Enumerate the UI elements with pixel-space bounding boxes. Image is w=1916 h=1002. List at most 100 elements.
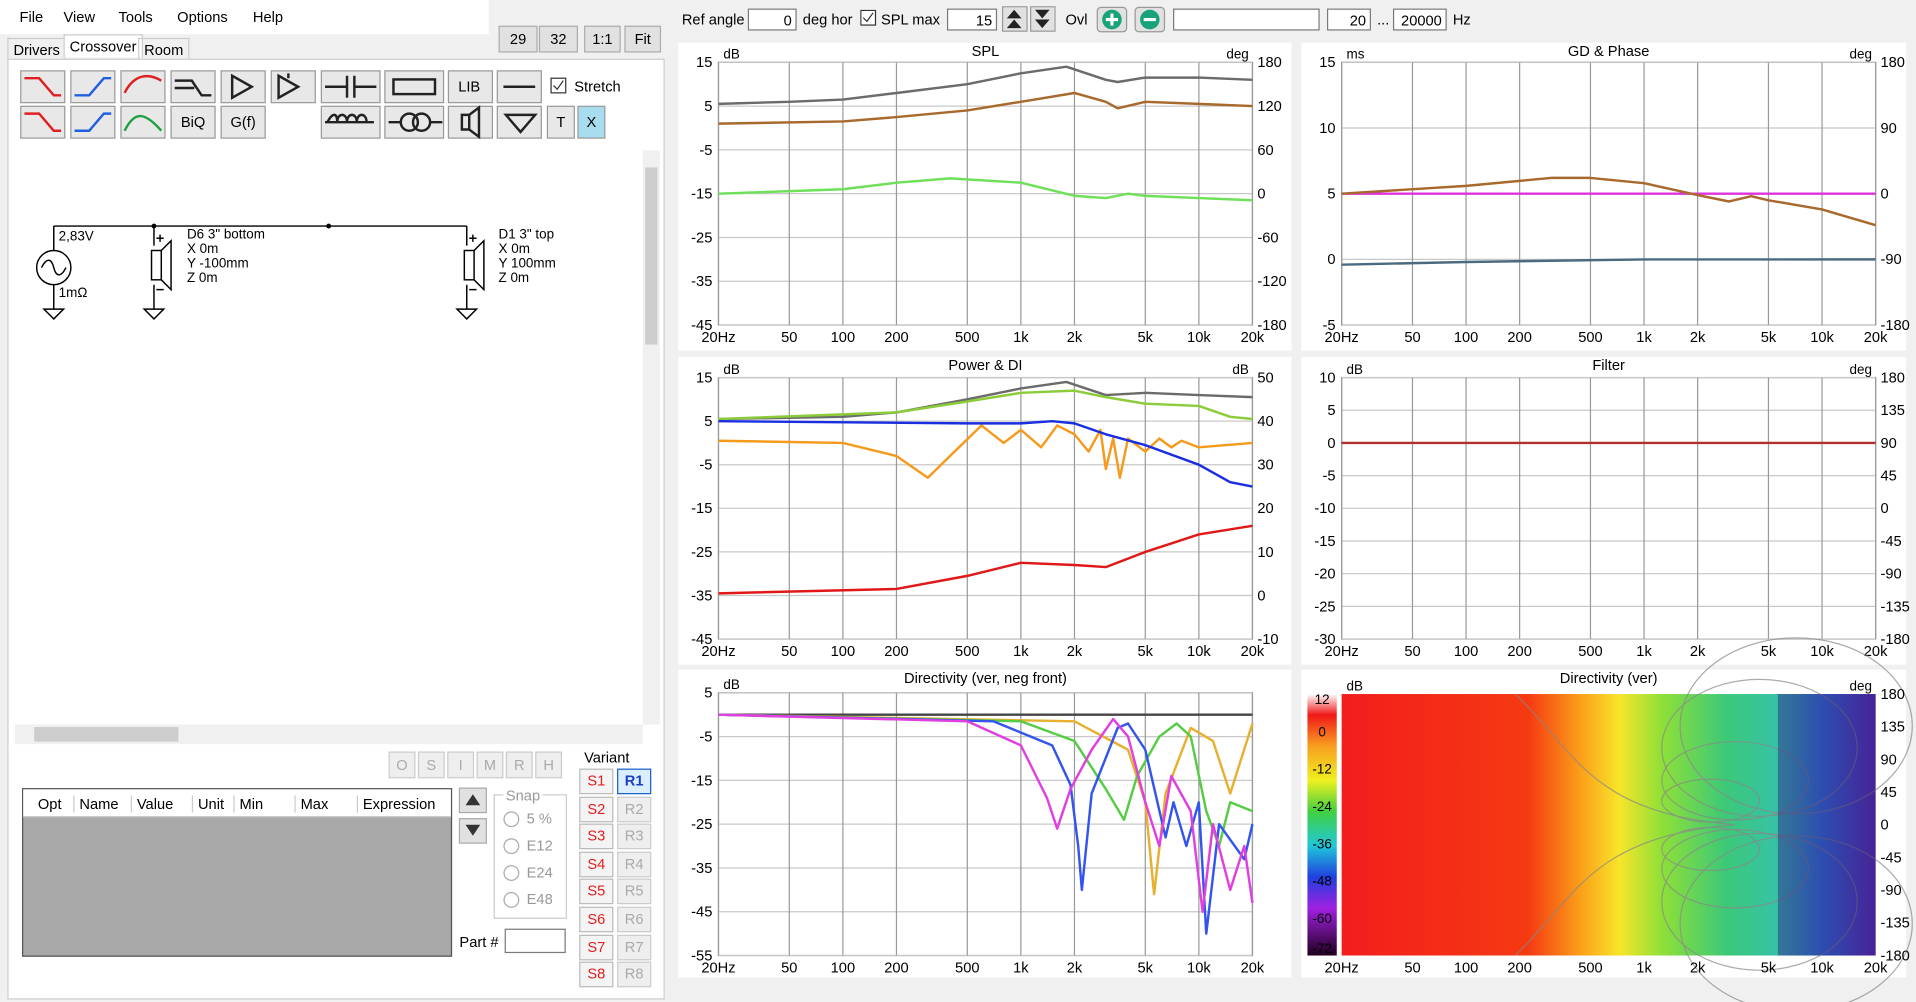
- table-header-cell[interactable]: Unit: [191, 795, 224, 813]
- variant-r[interactable]: R6: [617, 906, 652, 933]
- y-tick-label: -15: [691, 187, 712, 203]
- move-buttons[interactable]: [458, 787, 487, 846]
- radio[interactable]: [503, 865, 520, 881]
- opt-button[interactable]: M: [476, 751, 504, 779]
- menu-item[interactable]: Options: [177, 8, 228, 26]
- driver-name: D6 3" bottom: [187, 226, 265, 241]
- toolbar-label[interactable]: T: [556, 115, 565, 131]
- variant-s[interactable]: S4: [579, 851, 614, 878]
- x-tick-label: 2k: [1690, 644, 1706, 660]
- opt-button[interactable]: I: [447, 751, 475, 779]
- x-tick-label: 500: [955, 644, 979, 660]
- y-tick-label: -55: [691, 948, 712, 964]
- variant-s[interactable]: S7: [579, 934, 614, 960]
- h-scrollbar[interactable]: [14, 724, 643, 745]
- radio[interactable]: [503, 811, 520, 828]
- curve: [1341, 176, 1876, 227]
- x-tick-label: 500: [1578, 644, 1602, 660]
- y-tick-label: -15: [1314, 534, 1335, 550]
- opt-button[interactable]: O: [388, 751, 416, 779]
- x-tick-label: 500: [955, 961, 979, 977]
- variant-s[interactable]: S8: [579, 961, 614, 988]
- x-tick-label: 5k: [1761, 644, 1777, 660]
- f-min-input[interactable]: 20: [1326, 8, 1371, 31]
- y-tick-label: -35: [691, 274, 712, 290]
- chart-title: SPL: [972, 44, 1000, 60]
- table-header-cell[interactable]: Opt: [37, 795, 62, 813]
- toolbar-label[interactable]: BiQ: [181, 115, 205, 131]
- x-tick-label: 5k: [1761, 961, 1777, 977]
- snap-option[interactable]: 5 %: [526, 810, 552, 828]
- menu-item[interactable]: File: [19, 8, 44, 26]
- variant-r[interactable]: R1: [617, 768, 652, 795]
- variant-s[interactable]: S5: [579, 879, 614, 905]
- table-header-cell[interactable]: Max: [294, 795, 328, 813]
- y-axis-label: dB: [723, 362, 739, 377]
- zoom-button[interactable]: 32: [538, 25, 578, 53]
- heatmap: [1341, 694, 1876, 956]
- y-tick-label: -25: [691, 230, 712, 246]
- v-scrollbar[interactable]: [642, 150, 660, 725]
- overlay-input[interactable]: [1173, 8, 1320, 31]
- menu-item[interactable]: Help: [252, 8, 284, 26]
- zoom-button[interactable]: 29: [498, 25, 538, 53]
- table-header-cell[interactable]: Value: [130, 795, 173, 813]
- driver-y: Y 100mm: [499, 256, 556, 271]
- variant-r[interactable]: R2: [617, 796, 652, 822]
- y2-tick-label: 0: [1257, 187, 1265, 203]
- x-tick-label: 10k: [1810, 961, 1834, 977]
- toolbar-label[interactable]: LIB: [458, 80, 480, 96]
- variant-s[interactable]: S6: [579, 906, 614, 933]
- y-tick-label: -5: [699, 143, 712, 159]
- ref-angle-input[interactable]: 0: [747, 8, 797, 31]
- variant-r[interactable]: R3: [617, 823, 652, 850]
- x-tick-label: 20Hz: [701, 644, 735, 660]
- table-header-cell[interactable]: Min: [233, 795, 263, 813]
- radio[interactable]: [503, 891, 520, 908]
- menu-item[interactable]: View: [63, 8, 96, 26]
- table-header-cell[interactable]: Expression: [356, 795, 435, 813]
- x-tick-label: 5k: [1138, 961, 1154, 977]
- menu-item[interactable]: Tools: [118, 8, 153, 26]
- curve: [718, 389, 1253, 421]
- spin-buttons[interactable]: [1001, 6, 1056, 33]
- driver-x: X 0m: [499, 241, 530, 256]
- y-tick-label: -30: [1314, 632, 1335, 648]
- opt-button[interactable]: H: [535, 751, 563, 779]
- y2-tick-label: -90: [1881, 252, 1902, 268]
- spl-max-checkbox[interactable]: [860, 9, 877, 27]
- part-input[interactable]: [504, 928, 566, 954]
- x-tick-label: 20Hz: [701, 961, 735, 977]
- radio[interactable]: [503, 838, 520, 855]
- checkbox-label[interactable]: Stretch: [574, 80, 620, 96]
- variant-s[interactable]: S1: [579, 768, 614, 795]
- tab-active[interactable]: Crossover: [63, 34, 143, 58]
- toolbar-label[interactable]: X: [587, 115, 597, 131]
- table-header-cell[interactable]: Name: [73, 795, 119, 813]
- variant-s[interactable]: S2: [579, 796, 614, 822]
- y2-tick-label: 90: [1881, 121, 1897, 137]
- ovl-buttons[interactable]: [1096, 6, 1169, 33]
- variant-r[interactable]: R7: [617, 934, 652, 960]
- snap-option[interactable]: E12: [526, 837, 553, 855]
- x-tick-label: 20Hz: [1325, 644, 1359, 660]
- variant-s[interactable]: S3: [579, 823, 614, 850]
- spl-max-input[interactable]: 15: [946, 8, 998, 31]
- y2-tick-label: 135: [1881, 720, 1905, 736]
- variant-r[interactable]: R5: [617, 879, 652, 905]
- opt-button[interactable]: R: [505, 751, 533, 779]
- zoom-button[interactable]: 1:1: [584, 25, 621, 53]
- variant-r[interactable]: R8: [617, 961, 652, 988]
- tab[interactable]: Room: [138, 37, 190, 62]
- zoom-button[interactable]: Fit: [624, 25, 662, 53]
- f-max-input[interactable]: 20000: [1392, 8, 1447, 31]
- snap-option[interactable]: E24: [526, 863, 553, 881]
- curve: [718, 713, 1254, 914]
- y2-tick-label: -180: [1881, 632, 1910, 648]
- curve: [718, 524, 1253, 595]
- snap-option[interactable]: E48: [526, 890, 553, 908]
- variant-r[interactable]: R4: [617, 851, 652, 878]
- y-tick-label: -25: [1314, 599, 1335, 615]
- opt-button[interactable]: S: [417, 751, 445, 779]
- toolbar-label[interactable]: G(f): [231, 115, 256, 131]
